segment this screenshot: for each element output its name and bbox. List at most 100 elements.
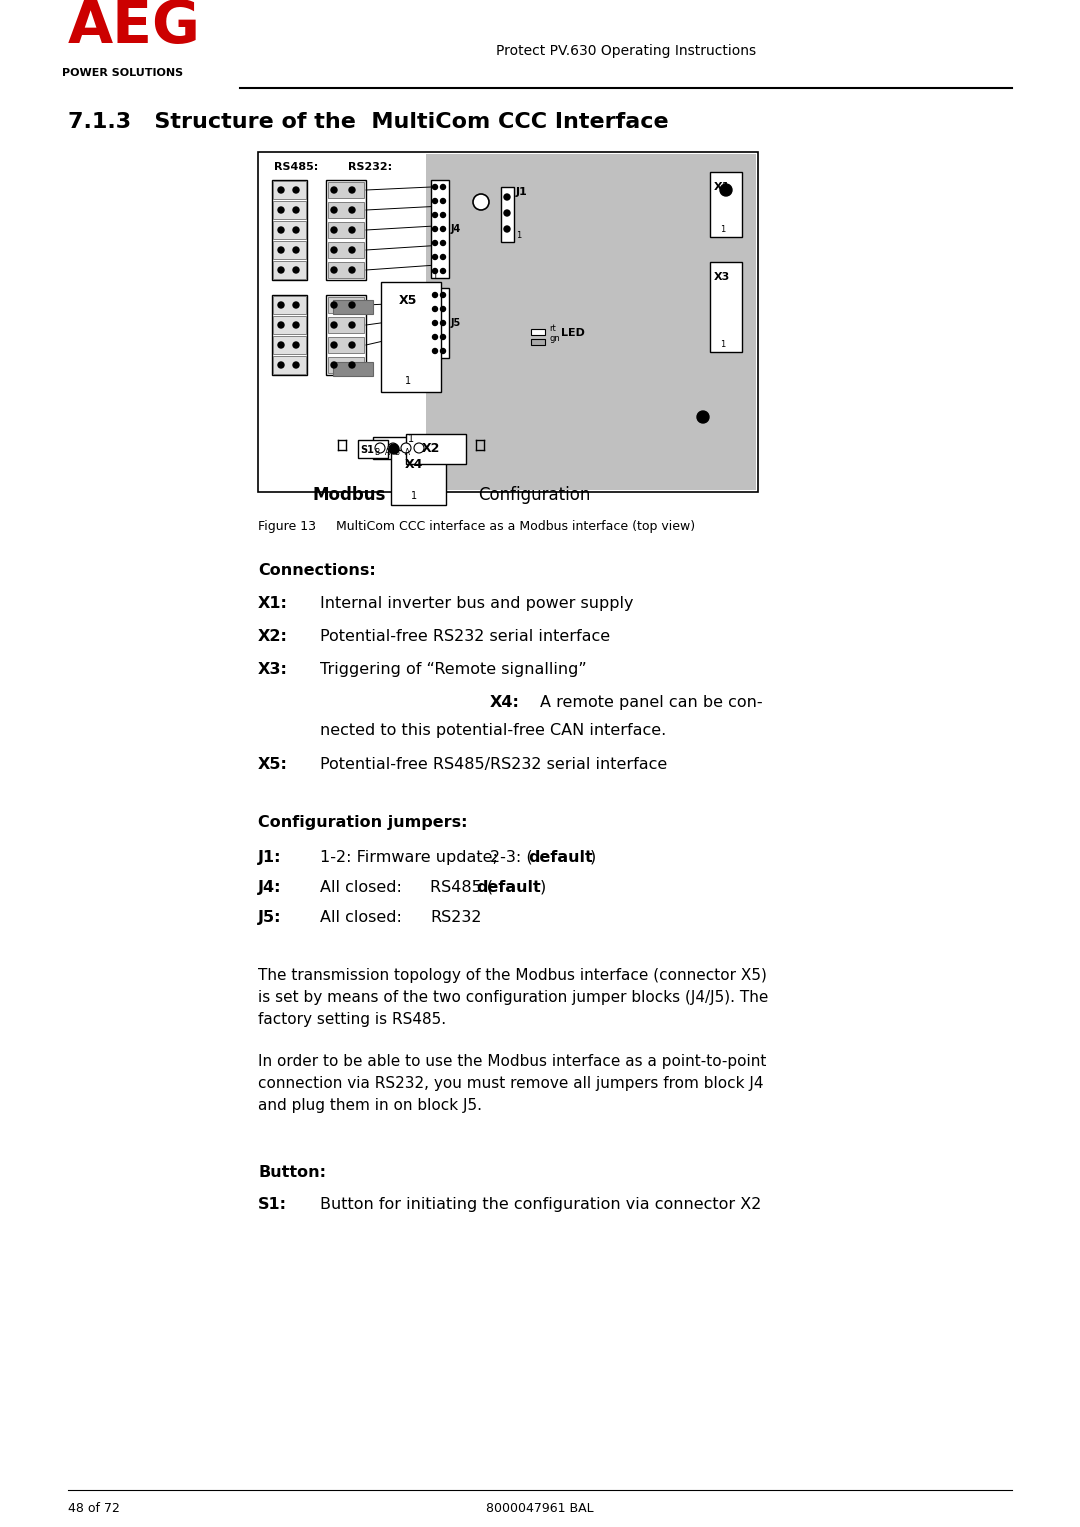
Circle shape [293,362,299,368]
Bar [426,154,756,490]
Text: Button for initiating the configuration via connector X2: Button for initiating the configuration … [320,1197,761,1212]
Text: rt: rt [549,324,556,333]
Text: ): ) [540,880,546,895]
Bar [273,241,306,260]
Circle shape [401,443,411,454]
Text: 1: 1 [516,231,522,240]
Bar [431,180,449,278]
Circle shape [441,226,446,232]
Text: S1:: S1: [258,1197,287,1212]
Bar [326,295,366,376]
Text: Potential-free RS232 serial interface: Potential-free RS232 serial interface [320,629,610,644]
Text: B  A  B  A: B A B A [375,447,410,457]
Circle shape [278,362,284,368]
Circle shape [441,321,446,325]
Text: factory setting is RS485.: factory setting is RS485. [258,1012,446,1028]
Bar [258,153,758,492]
Bar [531,328,545,334]
Bar [272,180,307,279]
Bar [431,289,449,357]
Circle shape [349,302,355,308]
Text: All closed:: All closed: [320,880,402,895]
Text: Triggering of “Remote signalling”: Triggering of “Remote signalling” [320,663,586,676]
Text: RS485 (: RS485 ( [430,880,494,895]
Circle shape [441,293,446,298]
Bar [328,202,364,218]
Text: is set by means of the two configuration jumper blocks (J4/J5). The: is set by means of the two configuration… [258,989,768,1005]
Text: 48 of 72: 48 of 72 [68,1503,120,1515]
Text: Configuration jumpers:: Configuration jumpers: [258,815,468,831]
Bar [272,295,307,376]
Text: A remote panel can be con-: A remote panel can be con- [540,695,762,710]
Circle shape [278,186,284,192]
Text: X3:: X3: [258,663,288,676]
Text: J5: J5 [451,318,461,328]
Text: POWER SOLUTIONS: POWER SOLUTIONS [62,69,184,78]
Text: RS232:: RS232: [348,162,392,173]
Text: ): ) [590,851,596,864]
Circle shape [349,247,355,253]
Circle shape [278,302,284,308]
Text: 1: 1 [408,434,414,444]
Circle shape [330,267,337,273]
Text: X2: X2 [422,441,441,455]
Circle shape [278,228,284,234]
Circle shape [330,186,337,192]
Text: 8000047961 BAL: 8000047961 BAL [486,1503,594,1515]
Text: and plug them in on block J5.: and plug them in on block J5. [258,1098,482,1113]
Text: 2-3: (: 2-3: ( [490,851,532,864]
Bar [273,261,306,279]
Bar [373,437,429,460]
Circle shape [389,444,399,454]
Bar [273,336,306,354]
Circle shape [504,211,510,215]
Circle shape [330,228,337,234]
Circle shape [441,334,446,339]
Text: Figure 13     MultiCom CCC interface as a Modbus interface (top view): Figure 13 MultiCom CCC interface as a Mo… [258,521,696,533]
Text: All closed:: All closed: [320,910,402,925]
Text: In order to be able to use the Modbus interface as a point-to-point: In order to be able to use the Modbus in… [258,1054,767,1069]
Circle shape [349,208,355,212]
Bar [710,173,742,237]
Circle shape [278,208,284,212]
Circle shape [330,247,337,253]
Bar [333,362,373,376]
Text: connection via RS232, you must remove all jumpers from block J4: connection via RS232, you must remove al… [258,1077,764,1090]
Circle shape [293,186,299,192]
Bar [328,241,364,258]
Circle shape [293,228,299,234]
Text: RS232: RS232 [430,910,482,925]
Circle shape [293,342,299,348]
Circle shape [330,208,337,212]
Circle shape [432,199,437,203]
Circle shape [441,255,446,260]
Text: 1: 1 [405,376,411,386]
Circle shape [293,247,299,253]
Text: The transmission topology of the Modbus interface (connector X5): The transmission topology of the Modbus … [258,968,767,983]
Circle shape [330,342,337,348]
Circle shape [349,362,355,368]
Circle shape [349,228,355,234]
Circle shape [432,226,437,232]
Text: 1: 1 [720,341,726,350]
Text: AEG: AEG [68,0,201,55]
Bar [501,186,514,241]
Circle shape [504,194,510,200]
Circle shape [720,183,732,195]
Text: Connections:: Connections: [258,563,376,579]
Text: RS485:: RS485: [274,162,319,173]
Circle shape [330,302,337,308]
Text: Protect PV.630 Operating Instructions: Protect PV.630 Operating Instructions [496,44,756,58]
Circle shape [432,334,437,339]
Text: Modbus: Modbus [313,486,387,504]
Text: X3: X3 [714,272,730,282]
Bar [531,339,545,345]
Text: nected to this potential-free CAN interface.: nected to this potential-free CAN interf… [320,722,666,738]
Circle shape [349,186,355,192]
Text: J1: J1 [516,186,528,197]
Text: X5: X5 [399,295,417,307]
Circle shape [441,269,446,273]
Circle shape [441,185,446,189]
Bar [328,263,364,278]
Circle shape [278,342,284,348]
